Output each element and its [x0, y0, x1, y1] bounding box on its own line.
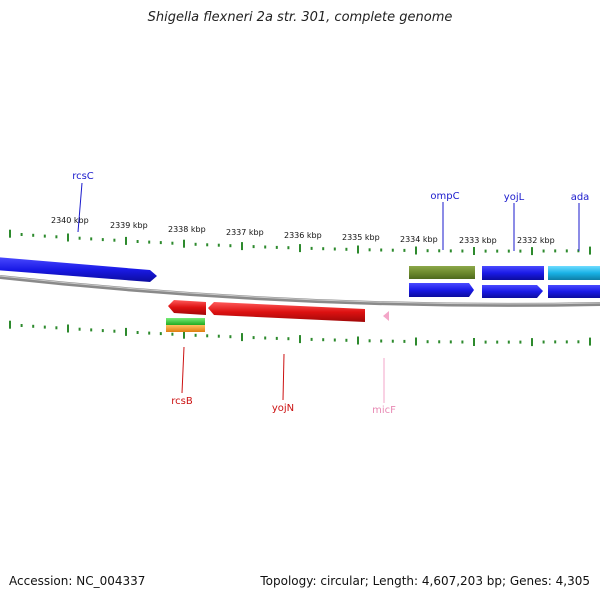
- gene-rcsB-region-2[interactable]: [166, 325, 205, 332]
- gene-label-ada[interactable]: ada: [571, 192, 590, 203]
- kbp-label: 2340 kbp: [51, 216, 89, 225]
- gene-label-yojN[interactable]: yojN: [272, 403, 294, 414]
- label-line-rcsB: [181, 346, 185, 394]
- gene-ada-region[interactable]: [548, 266, 600, 280]
- label-line-yojN: [282, 353, 285, 401]
- genome-backbone-highlight: [0, 275, 600, 305]
- gene-yojN[interactable]: [208, 302, 365, 322]
- gene-ada[interactable]: [548, 285, 600, 298]
- genome-backbone: [0, 275, 600, 307]
- gene-rcsB[interactable]: [168, 300, 206, 315]
- gene-micF[interactable]: [383, 311, 389, 321]
- gene-label-micF[interactable]: micF: [372, 405, 396, 416]
- accession-label: Accession: NC_004337: [9, 574, 146, 588]
- kbp-label: 2333 kbp: [459, 236, 497, 245]
- kbp-label: 2332 kbp: [517, 236, 555, 245]
- tick-row-inner: [9, 320, 591, 347]
- gene-yojL[interactable]: [482, 285, 543, 298]
- gene-yojL-upper[interactable]: [482, 266, 544, 280]
- genome-summary: Topology: circular; Length: 4,607,203 bp…: [260, 574, 590, 588]
- gene-rcsB-region-1[interactable]: [166, 318, 205, 325]
- label-line-rcsC: [77, 182, 83, 233]
- gene-ompC-region[interactable]: [409, 266, 475, 279]
- kbp-label: 2337 kbp: [226, 228, 264, 237]
- gene-label-ompC[interactable]: ompC: [430, 191, 459, 202]
- kbp-label: 2335 kbp: [342, 233, 380, 242]
- tick-row-outer: [9, 229, 591, 256]
- gene-rcsC[interactable]: [0, 257, 157, 282]
- kbp-label: 2334 kbp: [400, 235, 438, 244]
- gene-ompC[interactable]: [409, 283, 474, 297]
- gene-label-rcsB[interactable]: rcsB: [171, 396, 193, 407]
- map-title: Shigella flexneri 2a str. 301, complete …: [147, 10, 453, 25]
- kbp-label: 2338 kbp: [168, 225, 206, 234]
- kbp-label: 2339 kbp: [110, 221, 148, 230]
- gene-label-yojL[interactable]: yojL: [504, 192, 525, 203]
- gene-label-rcsC[interactable]: rcsC: [72, 171, 94, 182]
- kbp-label: 2336 kbp: [284, 231, 322, 240]
